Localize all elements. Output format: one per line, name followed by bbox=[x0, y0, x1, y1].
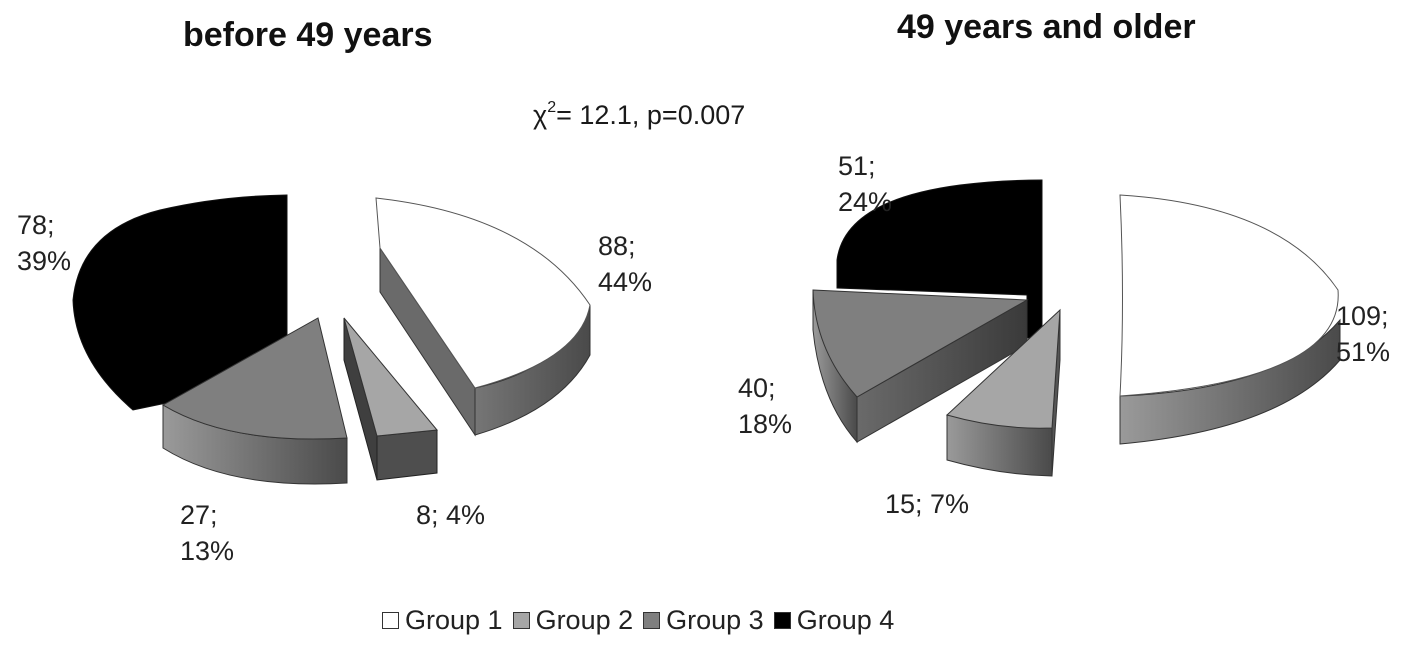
swatch-icon bbox=[382, 612, 399, 629]
legend-item-group-1[interactable]: Group 1 bbox=[382, 605, 503, 636]
slice-group-3[interactable] bbox=[812, 289, 1029, 444]
chart-title-49-and-older: 49 years and older bbox=[897, 8, 1196, 46]
swatch-icon bbox=[512, 612, 530, 629]
slice-group-1[interactable] bbox=[1119, 194, 1341, 445]
label-g4-left: 78; 39% bbox=[17, 210, 72, 276]
slice-group-4[interactable] bbox=[836, 179, 1043, 339]
pie-49-and-older bbox=[812, 179, 1341, 477]
label-g2-right: 15; 7% bbox=[885, 489, 970, 519]
label-g4-right: 51; 24% bbox=[838, 151, 893, 217]
slice-group-3[interactable] bbox=[162, 317, 348, 485]
slice-group-2[interactable] bbox=[343, 317, 438, 481]
swatch-icon bbox=[773, 612, 791, 629]
legend: Group 1 Group 2 Group 3 Group 4 bbox=[382, 605, 894, 636]
slice-group-1[interactable] bbox=[375, 197, 591, 437]
label-g2-left: 8; 4% bbox=[416, 500, 486, 530]
slice-group-4[interactable] bbox=[72, 194, 288, 411]
swatch-icon bbox=[643, 612, 661, 629]
pie-before-49 bbox=[72, 194, 591, 485]
legend-item-group-2[interactable]: Group 2 bbox=[512, 605, 633, 636]
chi-square-statistic: χ2= 12.1, p=0.007 bbox=[533, 99, 746, 130]
legend-item-group-3[interactable]: Group 3 bbox=[643, 605, 764, 636]
chart-title-before-49: before 49 years bbox=[183, 16, 433, 54]
label-g1-right: 109; 51% bbox=[1336, 301, 1391, 367]
slice-group-2[interactable] bbox=[946, 308, 1061, 477]
label-g1-left: 88; 44% bbox=[598, 231, 653, 297]
label-g3-left: 27; 13% bbox=[180, 500, 235, 566]
legend-item-group-4[interactable]: Group 4 bbox=[773, 605, 894, 636]
label-g3-right: 40; 18% bbox=[738, 373, 793, 439]
